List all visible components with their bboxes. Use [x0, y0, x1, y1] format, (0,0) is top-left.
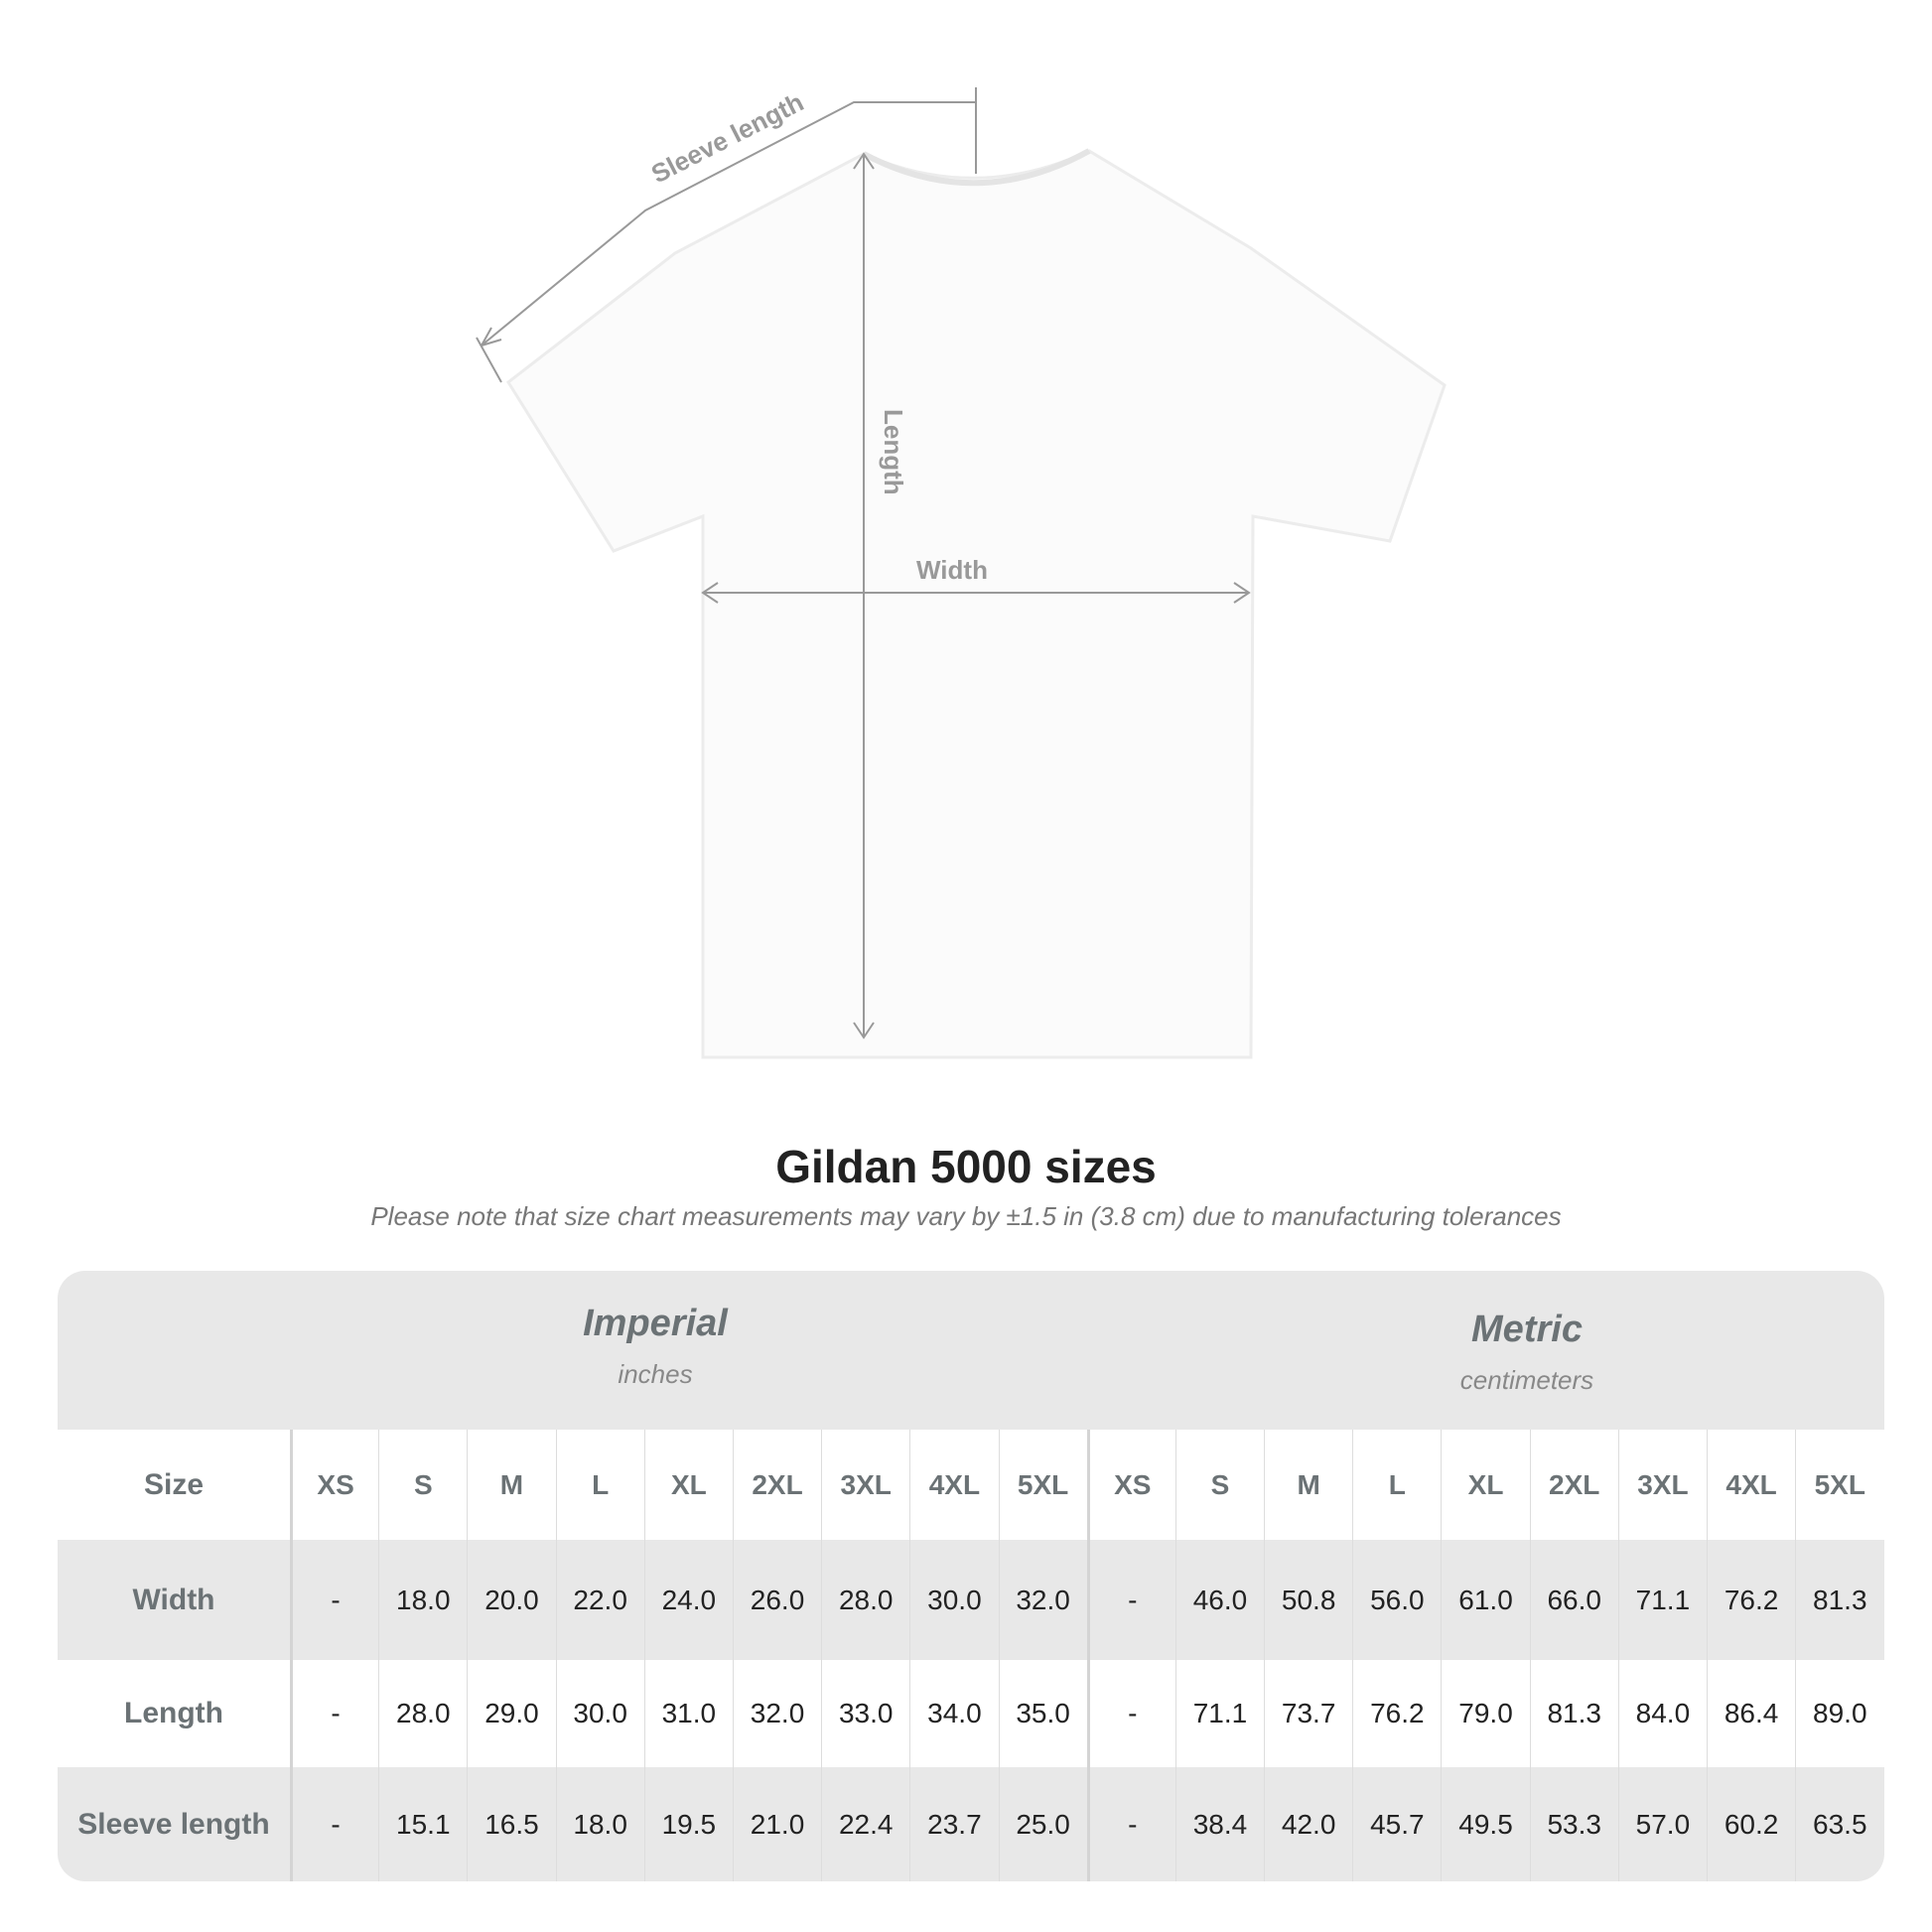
table-cell: -	[290, 1767, 378, 1881]
imperial-unit: inches	[618, 1359, 693, 1389]
table-cell: 73.7	[1264, 1660, 1352, 1767]
table-cell: 15.1	[378, 1767, 467, 1881]
table-cell: -	[290, 1540, 378, 1660]
table-cell: 16.5	[467, 1767, 555, 1881]
table-cell: 86.4	[1707, 1660, 1795, 1767]
width-label: Width	[916, 555, 988, 585]
table-cell: -	[1086, 1540, 1175, 1660]
table-cell: -	[1086, 1767, 1175, 1881]
table-cell: 45.7	[1352, 1767, 1441, 1881]
tshirt-shape	[506, 149, 1447, 1059]
table-cell: 84.0	[1617, 1660, 1707, 1767]
table-cell: 34.0	[909, 1660, 998, 1767]
table-cell: 24.0	[643, 1540, 733, 1660]
table-cell: 33.0	[821, 1660, 909, 1767]
table-cell: 35.0	[998, 1660, 1087, 1767]
table-cell: 76.2	[1707, 1540, 1795, 1660]
table-cell: 23.7	[909, 1767, 998, 1881]
size-header-cell: 2XL	[1529, 1430, 1618, 1540]
size-header-cell: XS	[290, 1430, 378, 1540]
table-cell: -	[1086, 1660, 1175, 1767]
table-cell: 28.0	[821, 1540, 909, 1660]
size-label: Size	[143, 1467, 205, 1501]
size-header-cell: 3XL	[1617, 1430, 1707, 1540]
table-cell: 29.0	[467, 1660, 555, 1767]
table-cell: 49.5	[1441, 1767, 1529, 1881]
row-label: Sleeve length	[77, 1807, 270, 1841]
imperial-header: Imperial inches	[357, 1303, 953, 1390]
size-header-cell: M	[467, 1430, 555, 1540]
table-cell: 61.0	[1441, 1540, 1529, 1660]
table-cell: 22.4	[821, 1767, 909, 1881]
table-cell: 71.1	[1174, 1660, 1264, 1767]
table-cell: 50.8	[1264, 1540, 1352, 1660]
table-cell: 42.0	[1264, 1767, 1352, 1881]
size-header-cell: S	[1174, 1430, 1264, 1540]
table-cell: 63.5	[1795, 1767, 1883, 1881]
table-cell: 19.5	[643, 1767, 733, 1881]
size-header-cell: XL	[1441, 1430, 1529, 1540]
size-header-cell: 4XL	[1707, 1430, 1795, 1540]
size-header-cell: 5XL	[1795, 1430, 1883, 1540]
table-cell: 30.0	[555, 1660, 644, 1767]
sleeve-measure-line	[476, 87, 977, 383]
size-header-cell: 5XL	[998, 1430, 1087, 1540]
size-header-cell: M	[1264, 1430, 1352, 1540]
size-table: Imperial inches Metric centimeters Size …	[58, 1271, 1884, 1881]
table-cell: 66.0	[1529, 1540, 1618, 1660]
size-header-cell: S	[378, 1430, 467, 1540]
table-cell: 76.2	[1352, 1660, 1441, 1767]
size-header-cell: XL	[643, 1430, 733, 1540]
table-cell: 31.0	[643, 1660, 733, 1767]
table-cell: 20.0	[467, 1540, 555, 1660]
table-cell: 79.0	[1441, 1660, 1529, 1767]
width-measure-line	[701, 582, 1251, 604]
table-cell: 21.0	[732, 1767, 821, 1881]
size-header-cell: 3XL	[821, 1430, 909, 1540]
table-cell: 56.0	[1352, 1540, 1441, 1660]
table-cell: 25.0	[998, 1767, 1087, 1881]
table-cell: 32.0	[732, 1660, 821, 1767]
table-cell: 57.0	[1617, 1767, 1707, 1881]
table-cell: 32.0	[998, 1540, 1087, 1660]
length-label: Length	[879, 409, 908, 495]
table-cell: 89.0	[1795, 1660, 1883, 1767]
table-cell: 30.0	[909, 1540, 998, 1660]
length-measure-line	[853, 152, 875, 1039]
collar	[862, 148, 1091, 187]
table-cell: -	[290, 1660, 378, 1767]
table-cell: 81.3	[1529, 1660, 1618, 1767]
table-cell: 38.4	[1174, 1767, 1264, 1881]
tshirt-diagram: Sleeve length Length Width	[476, 87, 1447, 1059]
page-title: Gildan 5000 sizes	[775, 1141, 1157, 1192]
size-header-row: Size XS S M L XL 2XL 3XL 4XL 5XL XS S M L XL 2XL 3XL 4XL…	[58, 1430, 1884, 1540]
table-cell: 53.3	[1529, 1767, 1618, 1881]
table-row: Width -18.0 20.0 22.0 24.0 26.0 28.0 30.0 32.0-4…	[58, 1540, 1884, 1660]
table-cell: 18.0	[555, 1767, 644, 1881]
row-label: Width	[132, 1583, 215, 1616]
unit-header: Imperial inches Metric centimeters	[58, 1271, 1884, 1430]
table-cell: 26.0	[732, 1540, 821, 1660]
table-row: Length -28.0 29.0 30.0 31.0 32.0 33.0 34.0 35.0-…	[58, 1660, 1884, 1767]
table-row: Sleeve length -15.1 16.5 18.0 19.5 21.0 22.4 23…	[58, 1767, 1884, 1881]
size-header-cell: L	[555, 1430, 644, 1540]
metric-unit: centimeters	[1459, 1365, 1594, 1395]
metric-title: Metric	[1471, 1309, 1583, 1350]
table-cell: 46.0	[1174, 1540, 1264, 1660]
size-header-cell: XS	[1086, 1430, 1175, 1540]
table-cell: 22.0	[555, 1540, 644, 1660]
imperial-title: Imperial	[583, 1303, 728, 1344]
table-cell: 81.3	[1795, 1540, 1883, 1660]
table-cell: 18.0	[378, 1540, 467, 1660]
table-cell: 71.1	[1617, 1540, 1707, 1660]
size-header-cell: 4XL	[909, 1430, 998, 1540]
table-cell: 60.2	[1707, 1767, 1795, 1881]
table-cell: 28.0	[378, 1660, 467, 1767]
row-label: Length	[124, 1697, 223, 1729]
subtitle: Please note that size chart measurements…	[370, 1201, 1562, 1231]
metric-header: Metric centimeters	[1229, 1309, 1825, 1396]
size-header-cell: L	[1352, 1430, 1441, 1540]
size-header-cell: 2XL	[732, 1430, 821, 1540]
